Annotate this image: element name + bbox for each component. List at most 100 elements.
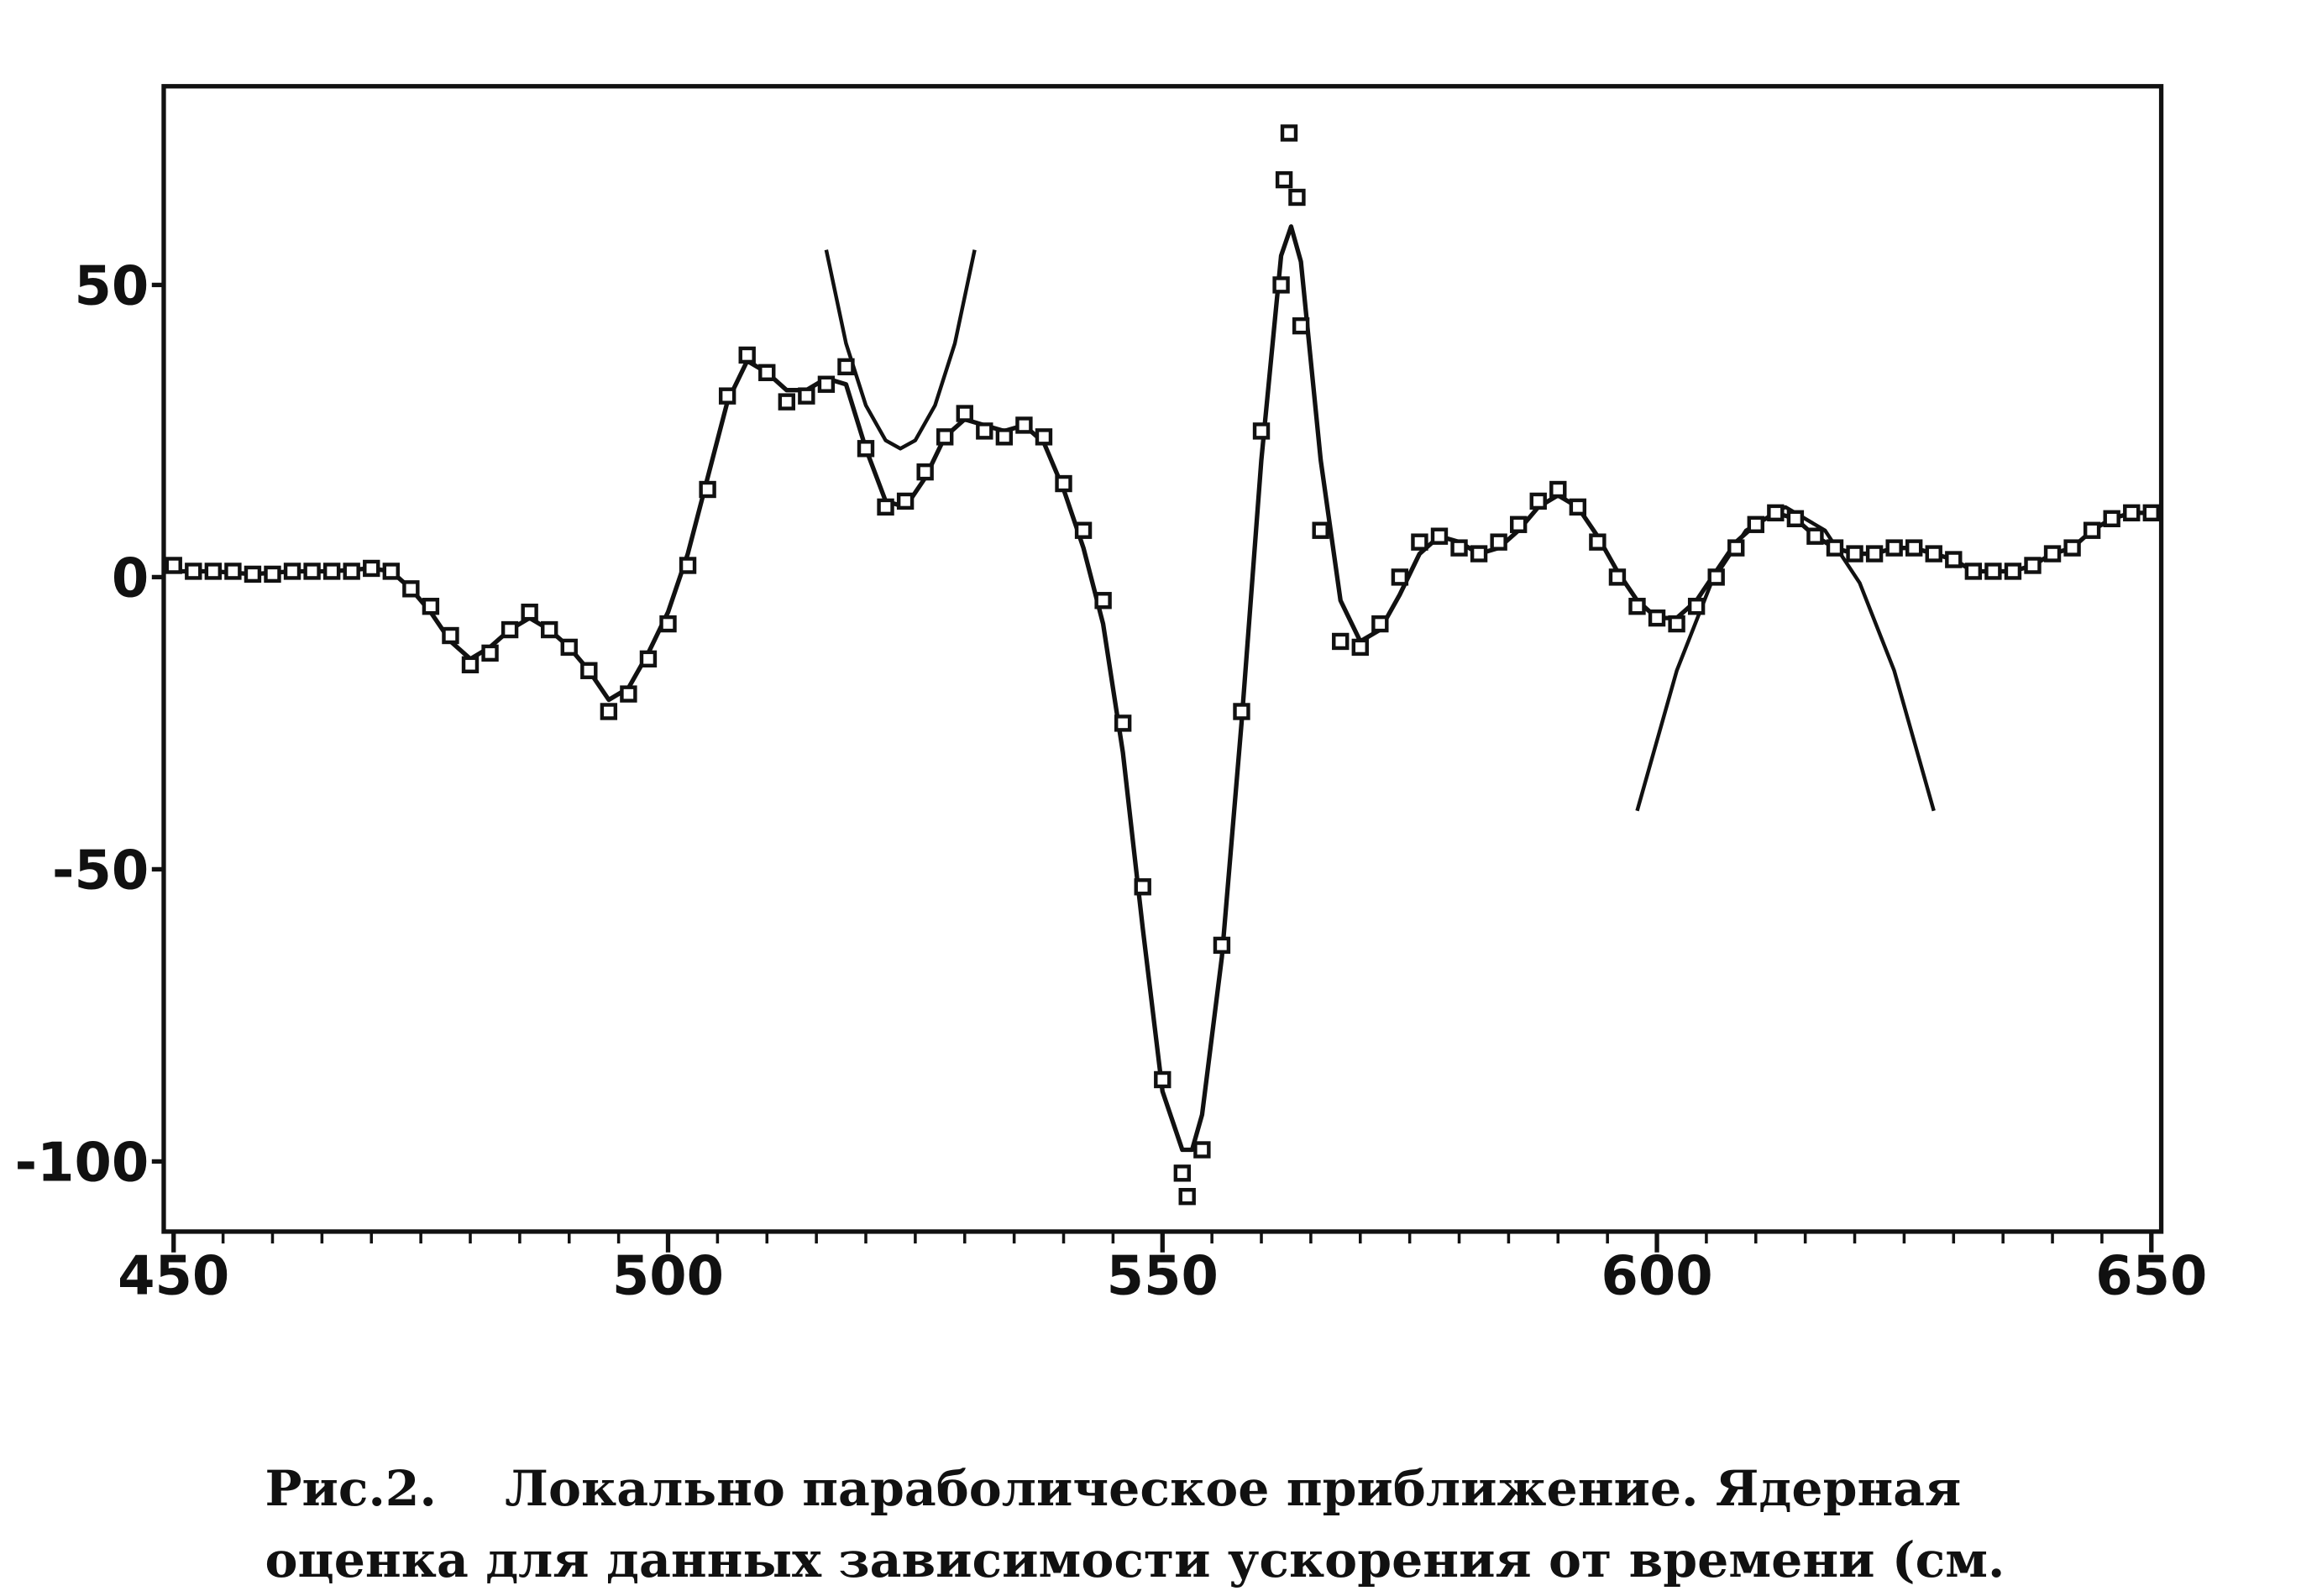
point xyxy=(758,364,776,381)
point xyxy=(1332,632,1350,651)
point xyxy=(1371,615,1389,633)
point xyxy=(1786,510,1805,527)
point xyxy=(2004,563,2022,580)
point xyxy=(2142,504,2160,522)
point xyxy=(659,615,677,633)
x-tick-label: 550 xyxy=(1107,1245,1219,1307)
local-fit xyxy=(824,249,977,451)
point xyxy=(2083,521,2101,539)
point xyxy=(481,644,499,662)
point xyxy=(185,563,202,580)
point xyxy=(877,498,894,516)
y-tick-label: -100 xyxy=(15,1132,149,1194)
point xyxy=(1589,533,1607,551)
point xyxy=(501,620,519,639)
point xyxy=(1094,592,1112,610)
point xyxy=(1628,598,1646,615)
y-tick-label: 50 xyxy=(74,255,149,317)
point xyxy=(1964,563,1983,580)
point xyxy=(1074,521,1093,539)
point xyxy=(778,393,796,411)
point xyxy=(1272,276,1290,294)
caption-line: Рис.2. Локально параболическое приближен… xyxy=(265,1459,1961,1517)
point xyxy=(1470,545,1488,563)
point xyxy=(916,463,934,481)
point xyxy=(1668,615,1685,633)
point xyxy=(343,563,360,580)
point xyxy=(1035,428,1053,446)
point xyxy=(718,387,736,405)
point xyxy=(580,662,598,679)
point xyxy=(2024,557,2042,574)
point xyxy=(620,685,637,703)
point xyxy=(1154,1070,1171,1089)
point xyxy=(422,598,440,615)
point xyxy=(1509,515,1528,533)
point xyxy=(1905,539,1923,557)
point xyxy=(1846,545,1863,563)
point xyxy=(1806,527,1824,545)
point xyxy=(1391,568,1409,586)
point xyxy=(442,626,459,645)
point xyxy=(995,428,1014,446)
point xyxy=(679,557,697,574)
local-fit xyxy=(1635,505,1936,812)
point xyxy=(976,422,993,440)
point xyxy=(936,428,954,446)
x-tick-label: 450 xyxy=(118,1245,229,1307)
point xyxy=(1351,638,1369,657)
point xyxy=(2063,539,2081,557)
point xyxy=(322,563,341,580)
point xyxy=(1865,545,1884,563)
point xyxy=(1687,598,1706,615)
point xyxy=(461,656,480,673)
point xyxy=(1945,551,1963,568)
point xyxy=(837,358,855,376)
fit-line xyxy=(173,224,2152,1153)
y-tick-label: -50 xyxy=(52,840,149,902)
point xyxy=(1450,539,1468,557)
y-tick-label: 0 xyxy=(112,547,149,610)
point xyxy=(1707,568,1725,586)
point xyxy=(264,565,281,583)
point xyxy=(1569,498,1587,516)
point xyxy=(639,650,658,668)
point xyxy=(283,563,301,580)
point xyxy=(896,492,915,510)
point xyxy=(1648,609,1666,627)
point xyxy=(1292,317,1310,335)
point xyxy=(1193,1141,1211,1159)
point xyxy=(1411,533,1428,551)
point xyxy=(165,557,182,574)
point xyxy=(1280,124,1298,142)
point xyxy=(1984,563,2002,580)
x-tick-label: 650 xyxy=(2095,1245,2207,1307)
point xyxy=(2103,510,2120,527)
point xyxy=(1885,539,1903,557)
point xyxy=(2043,545,2062,563)
point xyxy=(1490,533,1507,551)
x-tick-label: 600 xyxy=(1601,1245,1712,1307)
point xyxy=(1747,515,1764,533)
point xyxy=(1925,545,1942,563)
point xyxy=(2123,504,2141,522)
point xyxy=(600,703,618,720)
point xyxy=(224,563,242,580)
point xyxy=(1178,1187,1196,1206)
point xyxy=(541,620,558,639)
point xyxy=(1608,568,1627,586)
point xyxy=(857,440,875,458)
point xyxy=(817,375,836,393)
point xyxy=(1826,539,1844,557)
point xyxy=(956,405,973,422)
point xyxy=(1275,170,1293,189)
point xyxy=(363,559,380,578)
point xyxy=(560,638,578,657)
point xyxy=(1055,474,1072,493)
point xyxy=(738,346,756,364)
point xyxy=(303,563,321,580)
x-tick-label: 500 xyxy=(612,1245,724,1307)
point xyxy=(798,387,815,405)
point xyxy=(1015,416,1033,434)
